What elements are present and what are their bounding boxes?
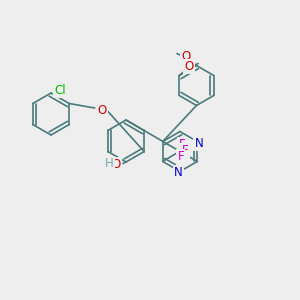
- Text: N: N: [194, 136, 203, 149]
- Text: O: O: [184, 60, 194, 73]
- Text: F: F: [177, 151, 184, 164]
- Text: N: N: [174, 167, 183, 179]
- Text: H: H: [105, 157, 114, 170]
- Text: Cl: Cl: [54, 83, 66, 97]
- Text: O: O: [98, 103, 107, 117]
- Text: F: F: [179, 139, 185, 152]
- Text: O: O: [112, 158, 121, 172]
- Text: F: F: [182, 145, 188, 158]
- Text: O: O: [182, 50, 190, 63]
